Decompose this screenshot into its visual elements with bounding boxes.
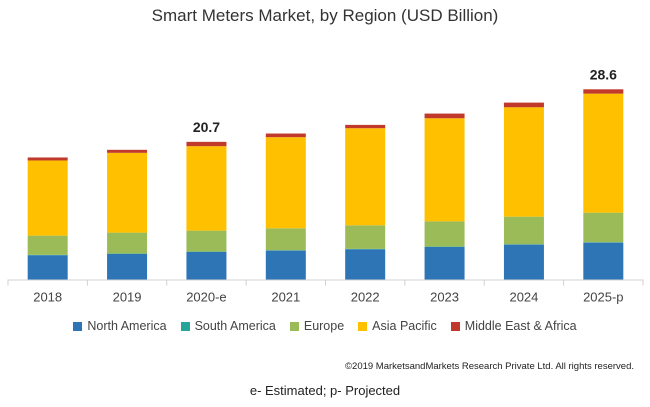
data-label: 20.7 [193,119,220,135]
bar-segment-middle-east-africa [107,149,148,153]
legend-item: South America [180,319,276,333]
bar-segment-middle-east-africa [503,102,544,108]
legend-item: Asia Pacific [358,319,437,333]
legend-label: Asia Pacific [372,319,437,333]
bar-segment-asia-pacific [583,93,624,213]
legend-label: Europe [303,319,345,333]
bar-segment-north-america [107,253,148,280]
bar-segment-europe [265,228,306,251]
bar-segment-north-america [583,242,624,280]
x-tick-label: 2021 [271,290,300,305]
x-tick-label: 2019 [113,290,142,305]
legend-swatch [450,321,460,331]
legend-item: Middle East & Africa [450,319,577,333]
copyright-text: ©2019 MarketsandMarkets Research Private… [345,361,634,372]
bar-segment-middle-east-africa [186,141,227,147]
legend-swatch [358,321,368,331]
bar-segment-middle-east-africa [424,113,465,119]
bar-segment-europe [107,232,148,254]
bar-segment-europe [345,225,386,249]
bar-segment-asia-pacific [424,118,465,222]
chart-title: Smart Meters Market, by Region (USD Bill… [151,6,499,25]
legend-swatch [289,321,299,331]
bar-segment-middle-east-africa [27,157,68,161]
bar-segment-asia-pacific [503,107,544,217]
legend-label: South America [194,319,276,333]
bar-segment-europe [503,216,544,245]
x-tick-label: 2020-e [186,290,226,305]
x-tick-label: 2022 [351,290,380,305]
bar-segment-north-america [345,249,386,280]
bar-segment-asia-pacific [107,152,148,233]
data-label: 28.6 [590,66,617,82]
bar-segment-asia-pacific [186,146,227,231]
legend: North America South America Europe Asia Pac… [0,319,650,333]
legend-label: North America [87,319,167,333]
x-tick-label: 2024 [509,290,538,305]
bar-segment-asia-pacific [345,128,386,226]
bar-segment-europe [27,235,68,255]
bar-segment-asia-pacific [27,160,68,236]
bar-segment-middle-east-africa [345,124,386,129]
bar-segment-north-america [186,251,227,280]
x-tick-label: 2023 [430,290,459,305]
bar-segment-europe [186,230,227,252]
x-tick-label: 2025-p [583,290,623,305]
legend-swatch [73,321,83,331]
footnote: e- Estimated; p- Projected [249,383,401,398]
legend-swatch [180,321,190,331]
legend-item: Europe [289,319,345,333]
legend-item: North America [73,319,167,333]
legend-label: Middle East & Africa [464,319,577,333]
bar-segment-north-america [265,250,306,280]
bar-segment-middle-east-africa [265,133,306,138]
x-tick-label: 2018 [33,290,62,305]
bar-segment-north-america [27,255,68,280]
bar-segment-europe [424,221,465,247]
bar-segment-asia-pacific [265,137,306,229]
bar-segment-north-america [503,244,544,280]
bar-segment-north-america [424,246,465,280]
bar-segment-europe [583,212,624,243]
bar-segment-middle-east-africa [583,89,624,94]
